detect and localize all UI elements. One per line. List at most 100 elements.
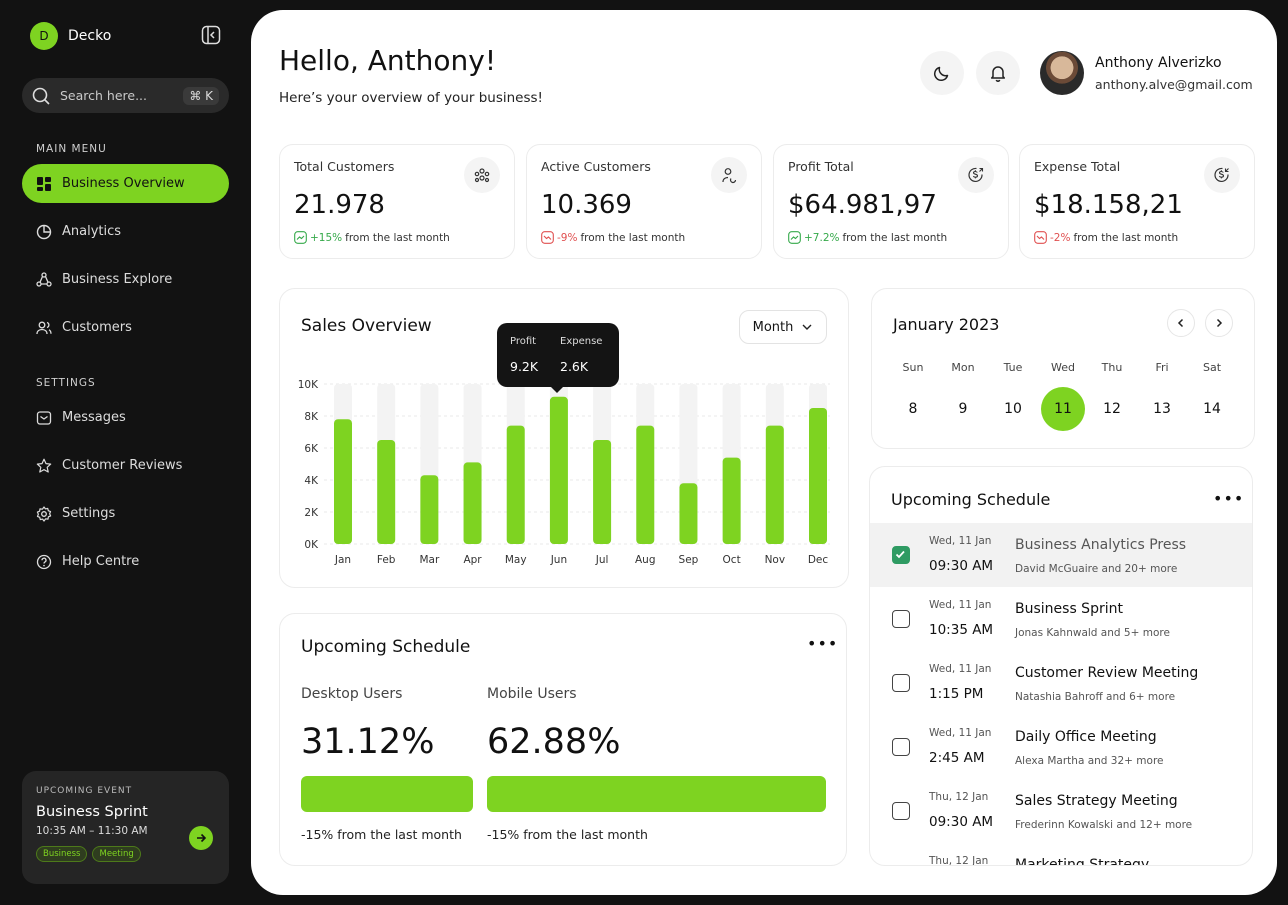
sales-title: Sales Overview (301, 316, 432, 336)
stat-change-value: -9% (557, 231, 578, 244)
bar (506, 425, 525, 544)
help-icon (36, 554, 52, 569)
schedule-checkbox[interactable] (892, 802, 910, 820)
stat-change: +15% from the last month (294, 231, 450, 244)
schedule-checkbox[interactable] (892, 610, 910, 628)
bar (377, 440, 396, 544)
stat-change: -2% from the last month (1034, 231, 1178, 244)
bar (636, 425, 655, 544)
schedule-name: Daily Office Meeting (1015, 729, 1157, 745)
more-options-icon[interactable]: ••• (807, 634, 839, 653)
chevron-left-icon (1177, 318, 1184, 328)
x-tick-label: Nov (765, 554, 786, 566)
stat-card-profit-total[interactable]: Profit Total $64.981,97 +7.2% from the l… (773, 144, 1009, 259)
bar (809, 408, 827, 544)
nav-customers[interactable]: Customers (22, 308, 229, 347)
schedule-checkbox[interactable] (892, 674, 910, 692)
x-tick-label: Sep (679, 554, 699, 566)
stat-change: -9% from the last month (541, 231, 685, 244)
x-tick-label: Oct (723, 554, 741, 566)
stat-value: $18.158,21 (1034, 190, 1183, 220)
schedule-item[interactable]: Thu, 12 Jan Marketing Strategy (870, 843, 1252, 865)
schedule-card: Upcoming Schedule ••• Wed, 11 Jan 09:30 … (869, 466, 1253, 866)
upcoming-event-card[interactable]: UPCOMING EVENT Business Sprint 10:35 AM … (22, 771, 229, 884)
stat-change-suffix: from the last month (1073, 231, 1179, 244)
calendar-day-selected[interactable]: 11 (1041, 387, 1085, 431)
y-tick-label: 4K (304, 475, 319, 487)
dollar-icon (1204, 157, 1240, 193)
schedule-name: Sales Strategy Meeting (1015, 793, 1178, 809)
sidebar: D Decko Search here... ⌘ K MAIN MENU Bus… (0, 0, 250, 905)
search-icon (32, 87, 50, 105)
nav-label: Settings (62, 506, 116, 521)
message-icon (36, 410, 52, 425)
schedule-checkbox[interactable] (892, 738, 910, 756)
schedule-date: Wed, 11 Jan (929, 663, 992, 675)
schedule-item[interactable]: Wed, 11 Jan 10:35 AM Business Sprint Jon… (870, 587, 1252, 651)
calendar-card: January 2023 Sun Mon Tue Wed Thu Fri Sat… (871, 288, 1255, 449)
star-icon (36, 458, 52, 473)
schedule-item[interactable]: Wed, 11 Jan 1:15 PM Customer Review Meet… (870, 651, 1252, 715)
search-box[interactable]: Search here... ⌘ K (22, 78, 229, 113)
x-tick-label: May (505, 554, 527, 566)
schedule-item[interactable]: Wed, 11 Jan 09:30 AM Business Analytics … (870, 523, 1252, 587)
stat-card-total-customers[interactable]: Total Customers 21.978 +15% from the las… (279, 144, 515, 259)
calendar-next-button[interactable] (1205, 309, 1233, 337)
user-email: anthony.alve@gmail.com (1095, 77, 1253, 92)
schedule-checkbox[interactable] (892, 546, 910, 564)
nav-label: Business Overview (62, 176, 185, 191)
user-name: Anthony Alverizko (1095, 55, 1222, 71)
calendar-day[interactable]: 8 (908, 401, 918, 417)
nav-analytics[interactable]: Analytics (22, 212, 229, 251)
stat-value: 10.369 (541, 190, 632, 220)
calendar-day[interactable]: 12 (1103, 401, 1121, 417)
calendar-prev-button[interactable] (1167, 309, 1195, 337)
event-open-button[interactable] (189, 826, 213, 850)
schedule-item[interactable]: Thu, 12 Jan 09:30 AM Sales Strategy Meet… (870, 779, 1252, 843)
more-options-icon[interactable]: ••• (1213, 489, 1245, 508)
x-tick-label: Jun (550, 554, 567, 566)
avatar[interactable] (1040, 51, 1084, 95)
x-tick-label: Mar (419, 554, 439, 566)
nav-business-overview[interactable]: Business Overview (22, 164, 229, 203)
brand[interactable]: D Decko (30, 22, 111, 50)
network-icon (36, 271, 52, 287)
stat-label: Total Customers (294, 159, 395, 174)
dollar-up-icon (958, 157, 994, 193)
stat-change-value: +15% (310, 231, 343, 244)
nav-settings[interactable]: Settings (22, 494, 229, 533)
calendar-day[interactable]: 10 (1004, 401, 1022, 417)
schedule-people: Alexa Martha and 32+ more (1015, 755, 1164, 767)
nav-messages[interactable]: Messages (22, 398, 229, 437)
schedule-time: 09:30 AM (929, 558, 994, 574)
nav-customer-reviews[interactable]: Customer Reviews (22, 446, 229, 485)
schedule-date: Thu, 12 Jan (929, 791, 989, 803)
stat-change-value: -2% (1050, 231, 1071, 244)
sales-chart: 0K 2K 4K 6K 8K 10K Jan Feb Mar Apr May Jun Jul Aug Sep… (298, 379, 830, 566)
stat-card-expense-total[interactable]: Expense Total $18.158,21 -2% from the la… (1019, 144, 1255, 259)
stat-label: Profit Total (788, 159, 854, 174)
nav-help-centre[interactable]: Help Centre (22, 542, 229, 581)
nav-business-explore[interactable]: Business Explore (22, 260, 229, 299)
schedule-item[interactable]: Wed, 11 Jan 2:45 AM Daily Office Meeting… (870, 715, 1252, 779)
schedule-people: Natashia Bahroff and 6+ more (1015, 691, 1176, 703)
y-tick-label: 8K (304, 411, 319, 423)
period-select[interactable]: Month (739, 310, 827, 344)
event-title: Business Sprint (36, 804, 148, 820)
schedule-time: 10:35 AM (929, 622, 994, 638)
sidebar-collapse-icon[interactable] (201, 25, 221, 45)
tooltip-profit-label: Profit (510, 336, 537, 347)
bar (679, 483, 698, 544)
calendar-day[interactable]: 9 (958, 401, 968, 417)
calendar-day[interactable]: 13 (1153, 401, 1171, 417)
bar (420, 475, 439, 544)
calendar-dow: Fri (1155, 361, 1169, 374)
calendar-day[interactable]: 14 (1203, 401, 1221, 417)
stat-change-suffix: from the last month (345, 231, 450, 244)
dark-mode-button[interactable] (920, 51, 964, 95)
stat-card-active-customers[interactable]: Active Customers 10.369 -9% from the las… (526, 144, 762, 259)
schedule-people: Jonas Kahnwald and 5+ more (1015, 627, 1170, 639)
notifications-button[interactable] (976, 51, 1020, 95)
main-menu-label: MAIN MENU (36, 143, 107, 155)
sales-overview-card: Sales Overview Month 0K 2K 4K 6K 8K 10K Jan Feb… (279, 288, 849, 588)
